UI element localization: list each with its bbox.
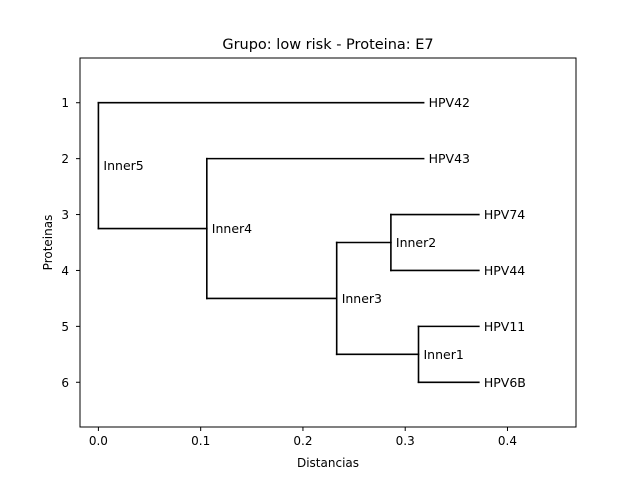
y-tick-label: 6 bbox=[61, 376, 69, 390]
plot-area-frame bbox=[79, 57, 577, 428]
y-tick-label: 2 bbox=[61, 152, 69, 166]
x-tick-label: 0.0 bbox=[89, 434, 108, 448]
x-axis-label: Distancias bbox=[297, 456, 359, 470]
node-label-hpv44: HPV44 bbox=[484, 263, 525, 278]
x-axis-ticks: 0.0 0.1 0.2 0.3 0.4 bbox=[89, 427, 517, 448]
y-axis-label: Proteinas bbox=[41, 215, 55, 271]
node-label-inner2: Inner2 bbox=[396, 235, 436, 250]
x-tick-label: 0.4 bbox=[498, 434, 517, 448]
node-label-hpv6b: HPV6B bbox=[484, 375, 526, 390]
node-label-inner4: Inner4 bbox=[212, 221, 252, 236]
x-tick-label: 0.1 bbox=[191, 434, 210, 448]
chart-title: Grupo: low risk - Proteina: E7 bbox=[222, 37, 433, 53]
tree-branches bbox=[97, 101, 480, 384]
y-axis-ticks: 1 2 3 4 5 6 bbox=[61, 96, 80, 390]
node-label-inner1: Inner1 bbox=[424, 347, 464, 362]
node-label-hpv42: HPV42 bbox=[429, 95, 470, 110]
node-label-hpv11: HPV11 bbox=[484, 319, 525, 334]
x-tick-label: 0.3 bbox=[396, 434, 415, 448]
y-tick-label: 1 bbox=[61, 96, 69, 110]
node-label-inner3: Inner3 bbox=[342, 291, 382, 306]
x-tick-label: 0.2 bbox=[293, 434, 312, 448]
node-labels: Inner1 Inner2 Inner3 Inner4 Inner5 HPV42 HPV43… bbox=[103, 95, 525, 390]
node-label-inner5: Inner5 bbox=[103, 158, 143, 173]
y-tick-label: 3 bbox=[61, 208, 69, 222]
node-label-hpv74: HPV74 bbox=[484, 207, 525, 222]
y-tick-label: 5 bbox=[61, 320, 69, 334]
node-label-hpv43: HPV43 bbox=[429, 151, 470, 166]
y-tick-label: 4 bbox=[61, 264, 69, 278]
